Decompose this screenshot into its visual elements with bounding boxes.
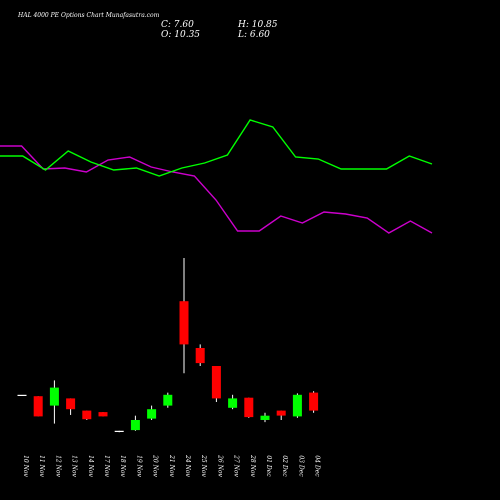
close-readout: C: 7.60 — [161, 20, 194, 30]
candle-body — [228, 398, 238, 408]
x-tick-label: 03 Dec — [297, 455, 304, 477]
x-tick-label: 14 Nov — [87, 455, 94, 477]
candles — [17, 258, 319, 433]
candle-body — [179, 301, 189, 345]
x-tick-label: 11 Nov — [38, 455, 45, 477]
candle-body — [292, 394, 302, 417]
x-tick-label: 24 Nov — [184, 454, 191, 477]
candle-18-nov — [114, 430, 124, 433]
x-tick-label: 28 Nov — [249, 454, 256, 477]
candle-body — [244, 397, 254, 418]
candle-body — [114, 430, 124, 432]
x-tick-label: 17 Nov — [103, 455, 110, 477]
candle-26-nov — [211, 366, 221, 402]
x-tick-label: 10 Nov — [22, 455, 29, 477]
x-tick-label: 20 Nov — [152, 454, 159, 477]
x-tick-label: 02 Dec — [281, 455, 288, 477]
candle-body — [147, 409, 157, 419]
candle-body — [66, 398, 76, 410]
candle-13-nov — [66, 398, 76, 415]
x-tick-label: 25 Nov — [200, 454, 207, 477]
x-tick-label: 04 Dec — [314, 455, 321, 477]
candle-body — [98, 412, 108, 417]
candle-body — [163, 394, 173, 406]
candle-body — [49, 387, 59, 406]
candle-body — [309, 392, 319, 411]
candle-24-nov — [179, 258, 189, 374]
candle-14-nov — [82, 410, 92, 420]
candle-27-nov — [228, 394, 238, 410]
green-indicator-line — [0, 119, 433, 177]
candle-28-nov — [244, 397, 254, 418]
x-tick-label: 26 Nov — [216, 454, 223, 477]
candle-01-dec — [260, 412, 270, 423]
candle-10-nov — [17, 394, 27, 396]
x-axis-ticks: 10 Nov 11 Nov 12 Nov 13 Nov 14 Nov 17 Nov 18 N… — [22, 454, 321, 477]
candle-body — [82, 410, 92, 420]
candle-body — [17, 394, 27, 396]
chart-title: HAL 4000 PE Options Chart Munafasutra.co… — [17, 12, 160, 19]
x-tick-label: 21 Nov — [168, 454, 175, 477]
x-tick-label: 27 Nov — [233, 454, 240, 477]
candle-body — [260, 415, 270, 420]
x-tick-label: 01 Dec — [265, 455, 272, 477]
x-tick-label: 18 Nov — [119, 455, 126, 477]
candle-body — [211, 366, 221, 399]
candle-11-nov — [33, 396, 43, 417]
x-tick-label: 19 Nov — [135, 455, 142, 477]
candle-03-dec — [292, 393, 302, 418]
candle-20-nov — [147, 405, 157, 420]
candle-body — [130, 420, 140, 431]
high-readout: H: 10.85 — [237, 20, 278, 30]
candle-02-dec — [276, 410, 286, 420]
candle-04-dec — [309, 391, 319, 413]
candle-body — [33, 396, 43, 417]
x-tick-label: 12 Nov — [54, 455, 61, 477]
candle-body — [276, 410, 286, 416]
candle-19-nov — [130, 415, 140, 431]
magenta-indicator-line — [0, 145, 433, 234]
candle-25-nov — [195, 344, 205, 366]
candle-21-nov — [163, 392, 173, 408]
low-readout: L: 6.60 — [237, 30, 270, 40]
candle-17-nov — [98, 412, 108, 417]
candle-12-nov — [49, 380, 59, 424]
candle-body — [195, 348, 205, 364]
open-readout: O: 10.35 — [161, 30, 200, 40]
indicator-lines — [0, 119, 433, 234]
x-tick-label: 13 Nov — [71, 455, 78, 477]
